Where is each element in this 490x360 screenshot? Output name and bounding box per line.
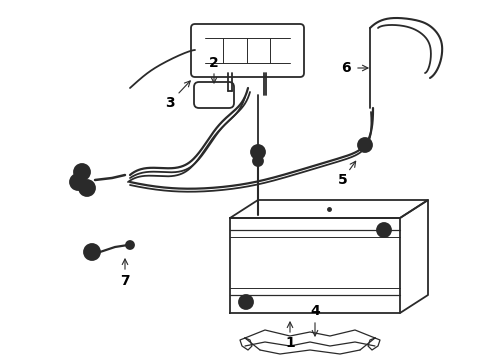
Circle shape	[79, 180, 95, 196]
Circle shape	[84, 185, 90, 191]
Text: 1: 1	[285, 336, 295, 350]
Circle shape	[253, 156, 263, 166]
Circle shape	[358, 138, 372, 152]
Text: 7: 7	[120, 274, 130, 288]
Circle shape	[84, 244, 100, 260]
Text: 6: 6	[341, 61, 351, 75]
Text: 2: 2	[209, 56, 219, 70]
Circle shape	[126, 241, 134, 249]
Circle shape	[75, 179, 81, 185]
Circle shape	[79, 169, 85, 175]
Circle shape	[377, 223, 391, 237]
Circle shape	[251, 145, 265, 159]
Circle shape	[239, 295, 253, 309]
Text: 5: 5	[338, 173, 348, 187]
Text: 4: 4	[310, 304, 320, 318]
FancyBboxPatch shape	[194, 82, 234, 108]
Text: 3: 3	[165, 96, 175, 110]
Circle shape	[70, 174, 86, 190]
Circle shape	[74, 164, 90, 180]
FancyBboxPatch shape	[191, 24, 304, 77]
